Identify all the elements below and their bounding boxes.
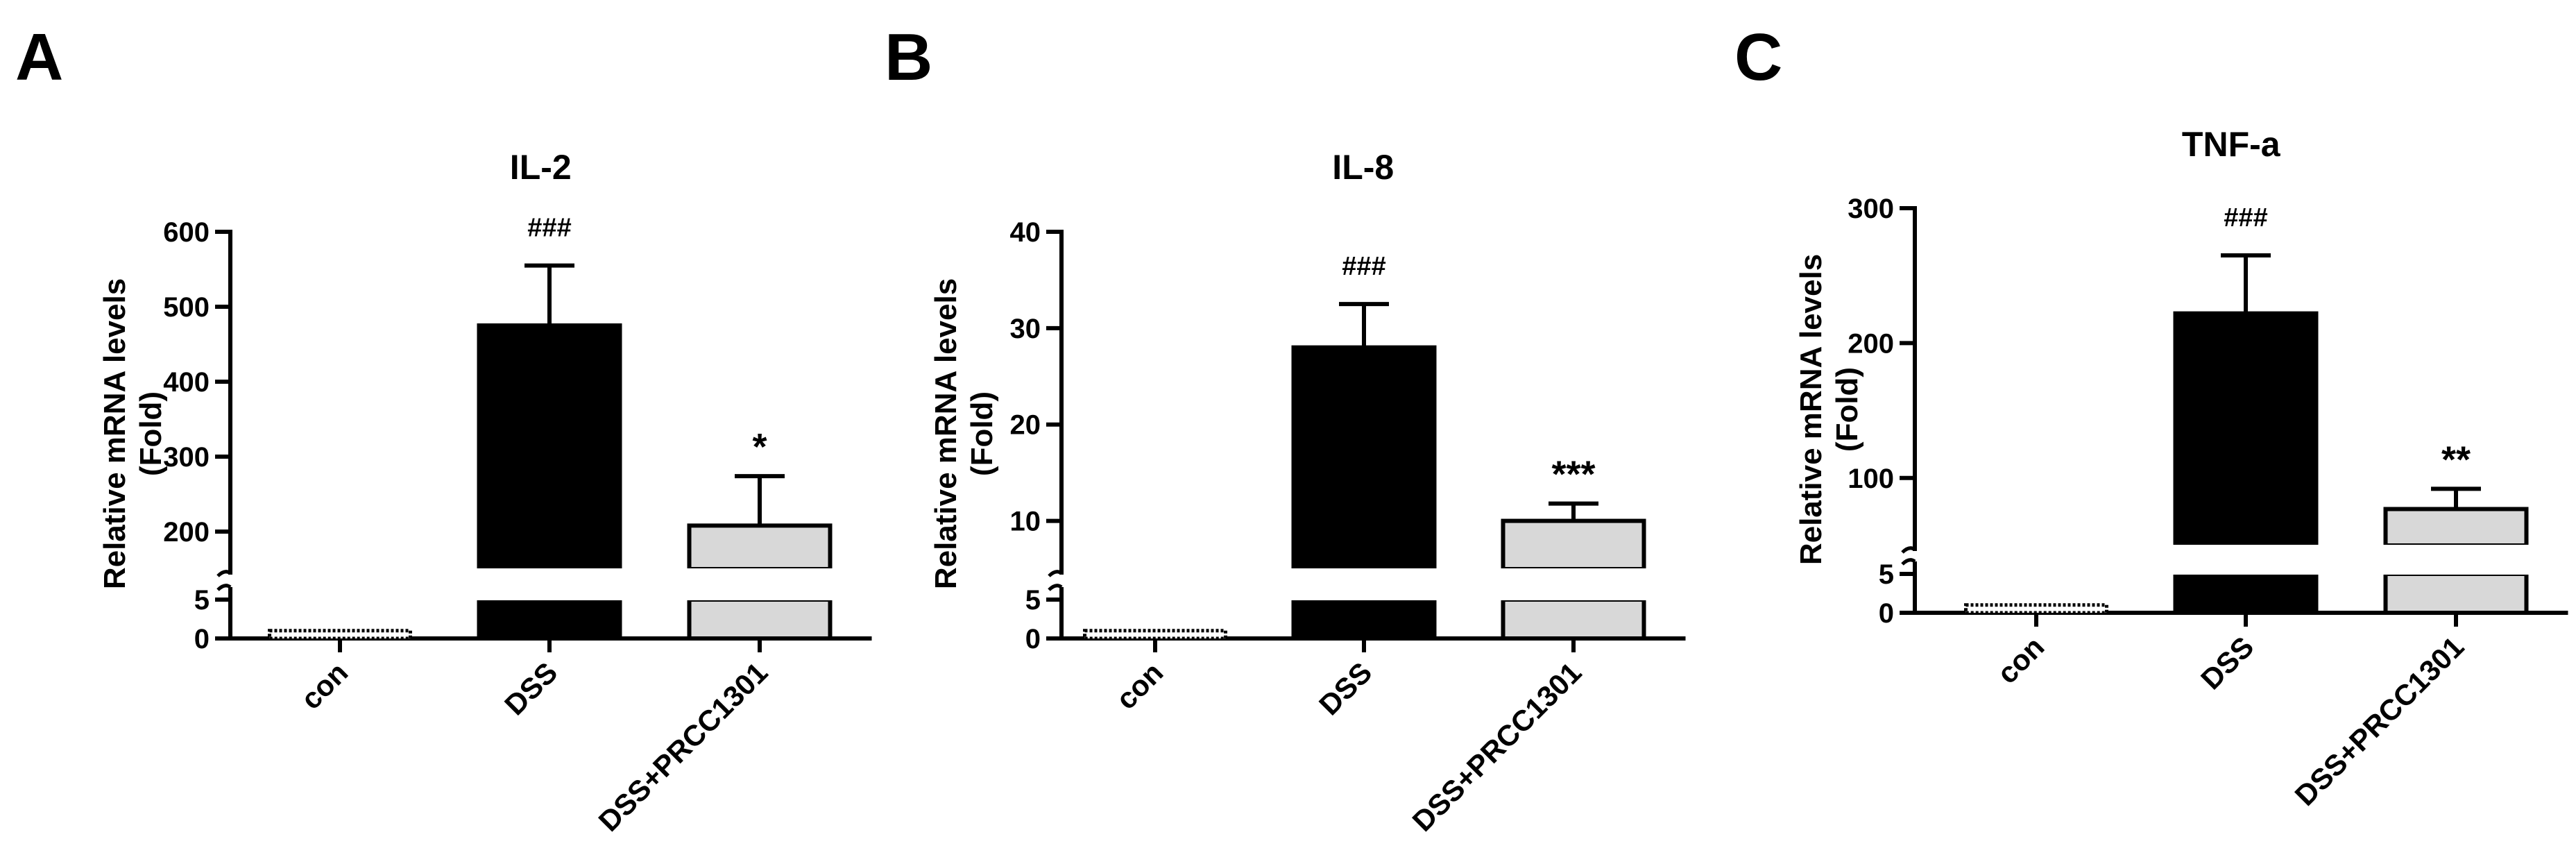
x-tick-label: DSS — [498, 656, 563, 721]
bar-gap — [686, 568, 833, 600]
significance-label: ### — [1342, 252, 1385, 281]
y-axis-label: Relative mRNA levels(Fold) — [1794, 254, 1864, 565]
significance-label: ### — [2224, 203, 2267, 232]
x-tick-label: con — [1990, 630, 2050, 690]
panel-letter: B — [885, 20, 932, 94]
x-tick-label: con — [1109, 656, 1169, 715]
x-tick-label: DSS — [1313, 656, 1378, 721]
y-tick-label: 0 — [194, 624, 210, 654]
bar-gap — [2382, 545, 2530, 575]
y-tick-label: 600 — [163, 217, 210, 248]
bar-lower-segment — [2173, 572, 2319, 615]
y-tick-label: 200 — [1848, 328, 1894, 359]
bar-gap — [476, 568, 623, 600]
chart-panel-1: B IL-8 Relative mRNA levels(Fold) 0 5 10 20 30 4… — [885, 20, 1686, 838]
chart-title: TNF-a — [2182, 125, 2281, 164]
bar-lower-segment — [1291, 598, 1437, 641]
bar — [2173, 311, 2319, 548]
y-tick-label: 0 — [1025, 624, 1041, 654]
y-tick-label: 5 — [1879, 559, 1894, 590]
bar — [477, 323, 622, 571]
significance-label: ### — [527, 214, 571, 243]
y-tick-label: 0 — [1879, 598, 1894, 629]
bar-gap — [1500, 568, 1647, 600]
bar-lower-segment — [2383, 572, 2529, 615]
x-tick-label: DSS+PRCC1301 — [2289, 630, 2471, 812]
chart-title: IL-2 — [510, 148, 572, 187]
significance-label: *** — [1551, 454, 1595, 495]
bar — [1291, 345, 1437, 571]
axis-break-mark — [1901, 558, 1916, 566]
y-tick-label: 40 — [1010, 217, 1041, 248]
y-axis-label-line: (Fold) — [134, 391, 168, 476]
axis-break-mark — [216, 570, 232, 577]
significance-label: * — [752, 426, 767, 468]
bar-gap — [2172, 545, 2319, 575]
y-tick-label: 300 — [163, 442, 210, 473]
bar — [268, 629, 412, 641]
significance-label: ** — [2441, 439, 2471, 480]
y-tick-label: 100 — [1848, 464, 1894, 494]
panel-letter: C — [1734, 20, 1782, 94]
y-tick-label: 5 — [1025, 585, 1041, 616]
y-tick-label: 20 — [1010, 410, 1041, 441]
y-tick-label: 400 — [163, 367, 210, 398]
bar — [687, 523, 833, 571]
axis-break-mark — [1048, 584, 1063, 591]
x-tick-label: DSS — [2194, 630, 2260, 695]
y-axis-label-line: Relative mRNA levels — [929, 278, 963, 589]
y-tick-label: 5 — [194, 585, 210, 616]
y-tick-label: 500 — [163, 292, 210, 323]
bar — [1964, 603, 2108, 615]
axis-break-mark — [216, 584, 232, 591]
y-tick-label: 10 — [1010, 507, 1041, 537]
y-axis-label: Relative mRNA levels(Fold) — [98, 278, 168, 589]
bar — [1501, 518, 1646, 571]
bar-lower-segment — [1501, 598, 1646, 641]
y-tick-label: 30 — [1010, 314, 1041, 344]
bar-gap — [1290, 568, 1438, 600]
chart-panel-2: C TNF-a Relative mRNA levels(Fold) 0 5 100 200… — [1734, 20, 2568, 812]
bar — [2383, 507, 2529, 548]
y-tick-label: 300 — [1848, 194, 1894, 224]
x-tick-label: DSS+PRCC1301 — [1406, 656, 1588, 838]
y-axis-label-line: Relative mRNA levels — [98, 278, 132, 589]
axis-break-mark — [1901, 546, 1916, 554]
y-axis-label: Relative mRNA levels(Fold) — [929, 278, 999, 589]
panel-letter: A — [15, 20, 63, 94]
axis-break-mark — [1048, 570, 1063, 577]
y-axis-label-line: Relative mRNA levels — [1794, 254, 1828, 565]
bar-lower-segment — [477, 598, 622, 641]
x-tick-label: DSS+PRCC1301 — [592, 656, 774, 838]
y-axis-label-line: (Fold) — [1830, 367, 1864, 452]
y-tick-label: 200 — [163, 517, 210, 548]
bar-lower-segment — [687, 598, 833, 641]
x-tick-label: con — [294, 656, 354, 715]
y-axis-label-line: (Fold) — [965, 391, 999, 476]
chart-panel-0: A IL-2 Relative mRNA levels(Fold) 0 5 200 300 4… — [15, 20, 872, 838]
chart-title: IL-8 — [1332, 148, 1394, 187]
bar — [1083, 629, 1227, 641]
